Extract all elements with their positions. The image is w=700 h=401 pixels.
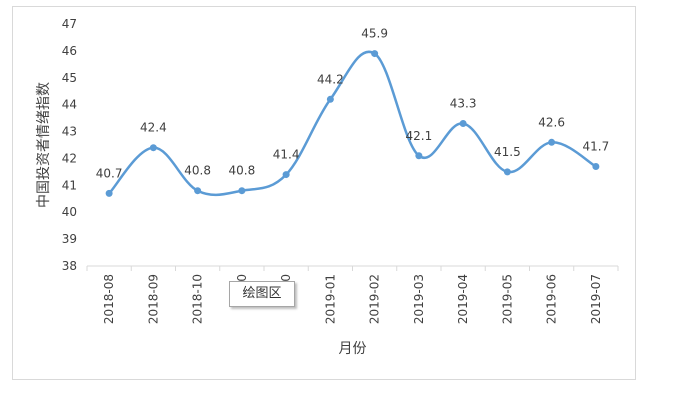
- data-point: [592, 163, 600, 171]
- y-tick-label: 43: [62, 125, 77, 139]
- x-tick-label: 2018-08: [102, 274, 116, 324]
- y-tick-label: 47: [62, 17, 77, 31]
- data-labels: 40.7 42.4 40.8 40.8 41.4 44.2 45.9 42.1 43.3 41.5…: [96, 27, 609, 181]
- x-tick-label: 2018-09: [146, 274, 160, 324]
- data-label: 40.8: [184, 164, 211, 178]
- y-tick-label: 40: [62, 205, 77, 219]
- x-tick-label: 2019-01: [323, 274, 337, 324]
- data-label: 44.2: [317, 72, 344, 86]
- data-label: 42.6: [538, 115, 565, 129]
- data-point: [459, 119, 467, 127]
- data-label: 42.4: [140, 121, 167, 135]
- x-axis-title: 月份: [339, 341, 367, 357]
- x-axis: 2018-082018-092018-1020202019-012019-022…: [86, 266, 619, 324]
- x-tick-label: 2018-10: [191, 274, 205, 324]
- data-label: 42.1: [406, 129, 433, 143]
- data-point: [371, 50, 379, 58]
- plot-area-tooltip: 绘图区: [229, 281, 295, 307]
- data-point: [149, 144, 157, 152]
- x-tick-label: 2019-03: [412, 274, 426, 324]
- x-tick-label: 2019-04: [456, 274, 470, 324]
- data-point: [238, 187, 246, 195]
- data-points: [105, 50, 600, 197]
- chart-frame: [12, 6, 636, 380]
- x-tick-label: 2019-05: [500, 274, 514, 324]
- y-tick-label: 41: [62, 178, 77, 192]
- y-axis: 38 39 40 41 42 43 44 45 46 47: [62, 17, 77, 273]
- data-point: [282, 171, 290, 179]
- x-tick-label: 2019-06: [545, 274, 559, 324]
- data-point: [105, 189, 113, 197]
- data-label: 40.8: [229, 164, 256, 178]
- data-label: 40.7: [96, 166, 123, 180]
- data-label: 41.4: [273, 148, 300, 162]
- series-line: [108, 50, 597, 197]
- data-point: [194, 187, 202, 195]
- x-tick-label: 2019-07: [589, 274, 603, 324]
- y-tick-label: 46: [62, 44, 77, 58]
- data-point: [548, 138, 556, 146]
- x-tick-label: 2019-02: [368, 274, 382, 324]
- data-label: 41.7: [583, 140, 610, 154]
- data-point: [326, 95, 334, 103]
- data-label: 43.3: [450, 96, 477, 110]
- y-tick-label: 39: [62, 232, 77, 246]
- y-tick-label: 38: [62, 259, 77, 273]
- y-tick-label: 42: [62, 151, 77, 165]
- y-tick-label: 45: [62, 71, 77, 85]
- y-tick-label: 44: [62, 98, 77, 112]
- data-label: 45.9: [361, 27, 388, 41]
- data-label: 41.5: [494, 145, 521, 159]
- data-point: [503, 168, 511, 176]
- y-axis-title: 中国投资者情绪指数: [36, 82, 52, 208]
- data-point: [415, 152, 423, 160]
